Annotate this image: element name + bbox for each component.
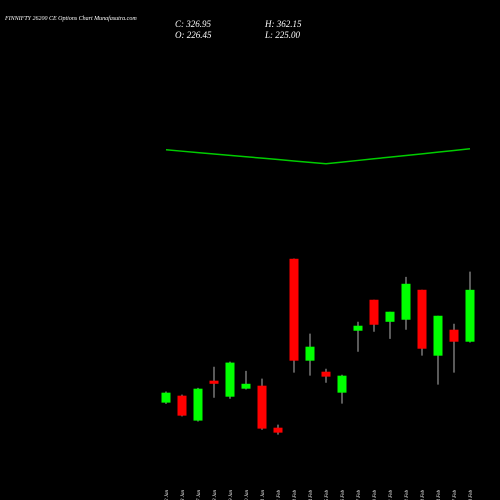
x-tick-label: 17 Feb [453, 490, 458, 500]
candle-body [465, 289, 475, 342]
x-tick-label: 13 Feb [421, 490, 426, 500]
candle-body [385, 311, 395, 322]
x-tick-label: 30 Jan [245, 490, 250, 500]
average-line [165, 148, 471, 165]
x-tick-label: 31 Jan [261, 490, 266, 500]
x-tick-label: 27 Jan [197, 490, 202, 500]
candle-body [257, 385, 267, 429]
candle-body [177, 395, 187, 416]
x-tick-label: 10 Feb [373, 490, 378, 500]
high-label: H: 362.15 [264, 19, 302, 29]
candle-body [225, 362, 235, 397]
close-label: C: 326.95 [175, 19, 212, 29]
x-tick-label: 23 Jan [181, 490, 186, 500]
x-tick-label: 29 Jan [229, 490, 234, 500]
x-tick-label: 18 Feb [469, 490, 474, 500]
candle-body [161, 392, 171, 403]
x-tick-label: 12 Feb [405, 490, 410, 500]
candle-body [353, 325, 363, 331]
candle-body [401, 283, 411, 320]
x-tick-label: 04 Feb [309, 490, 314, 500]
x-tick-label: 28 Jan [213, 490, 218, 500]
candle-body [241, 383, 251, 389]
candle-body [433, 315, 443, 356]
x-tick-label: 11 Feb [389, 490, 394, 500]
x-tick-label: 05 Feb [325, 490, 330, 500]
candle-body [305, 346, 315, 361]
candle-body [337, 375, 347, 393]
chart-title: FINNIFTY 26200 CE Options Chart Munafasu… [4, 15, 137, 22]
open-label: O: 226.45 [175, 30, 212, 40]
candle-body [289, 258, 299, 361]
candle-body [369, 299, 379, 325]
x-tick-label: 07 Feb [357, 490, 362, 500]
x-tick-label: 06 Feb [341, 490, 346, 500]
candle-body [321, 371, 331, 377]
x-tick-label: 03 Feb [293, 490, 298, 500]
candle-body [273, 427, 283, 433]
candle-body [449, 329, 459, 342]
candle-body [209, 380, 219, 384]
x-tick-label: 01 Feb [277, 490, 282, 500]
x-tick-label: 14 Feb [437, 490, 442, 500]
candle-body [417, 289, 427, 349]
low-label: L: 225.00 [264, 30, 301, 40]
x-tick-label: 22 Jan [165, 490, 170, 500]
candle-body [193, 388, 203, 421]
